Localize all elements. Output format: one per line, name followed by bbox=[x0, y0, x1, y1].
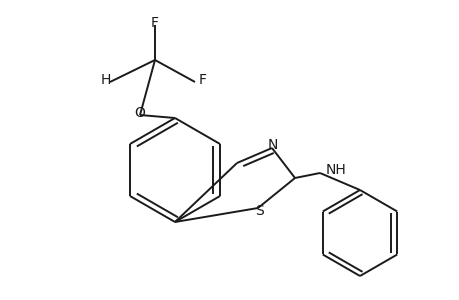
Text: F: F bbox=[199, 73, 207, 87]
Text: S: S bbox=[255, 204, 264, 218]
Text: F: F bbox=[151, 16, 159, 30]
Text: N: N bbox=[267, 138, 278, 152]
Text: O: O bbox=[134, 106, 145, 120]
Text: NH: NH bbox=[325, 163, 346, 177]
Text: H: H bbox=[101, 73, 111, 87]
